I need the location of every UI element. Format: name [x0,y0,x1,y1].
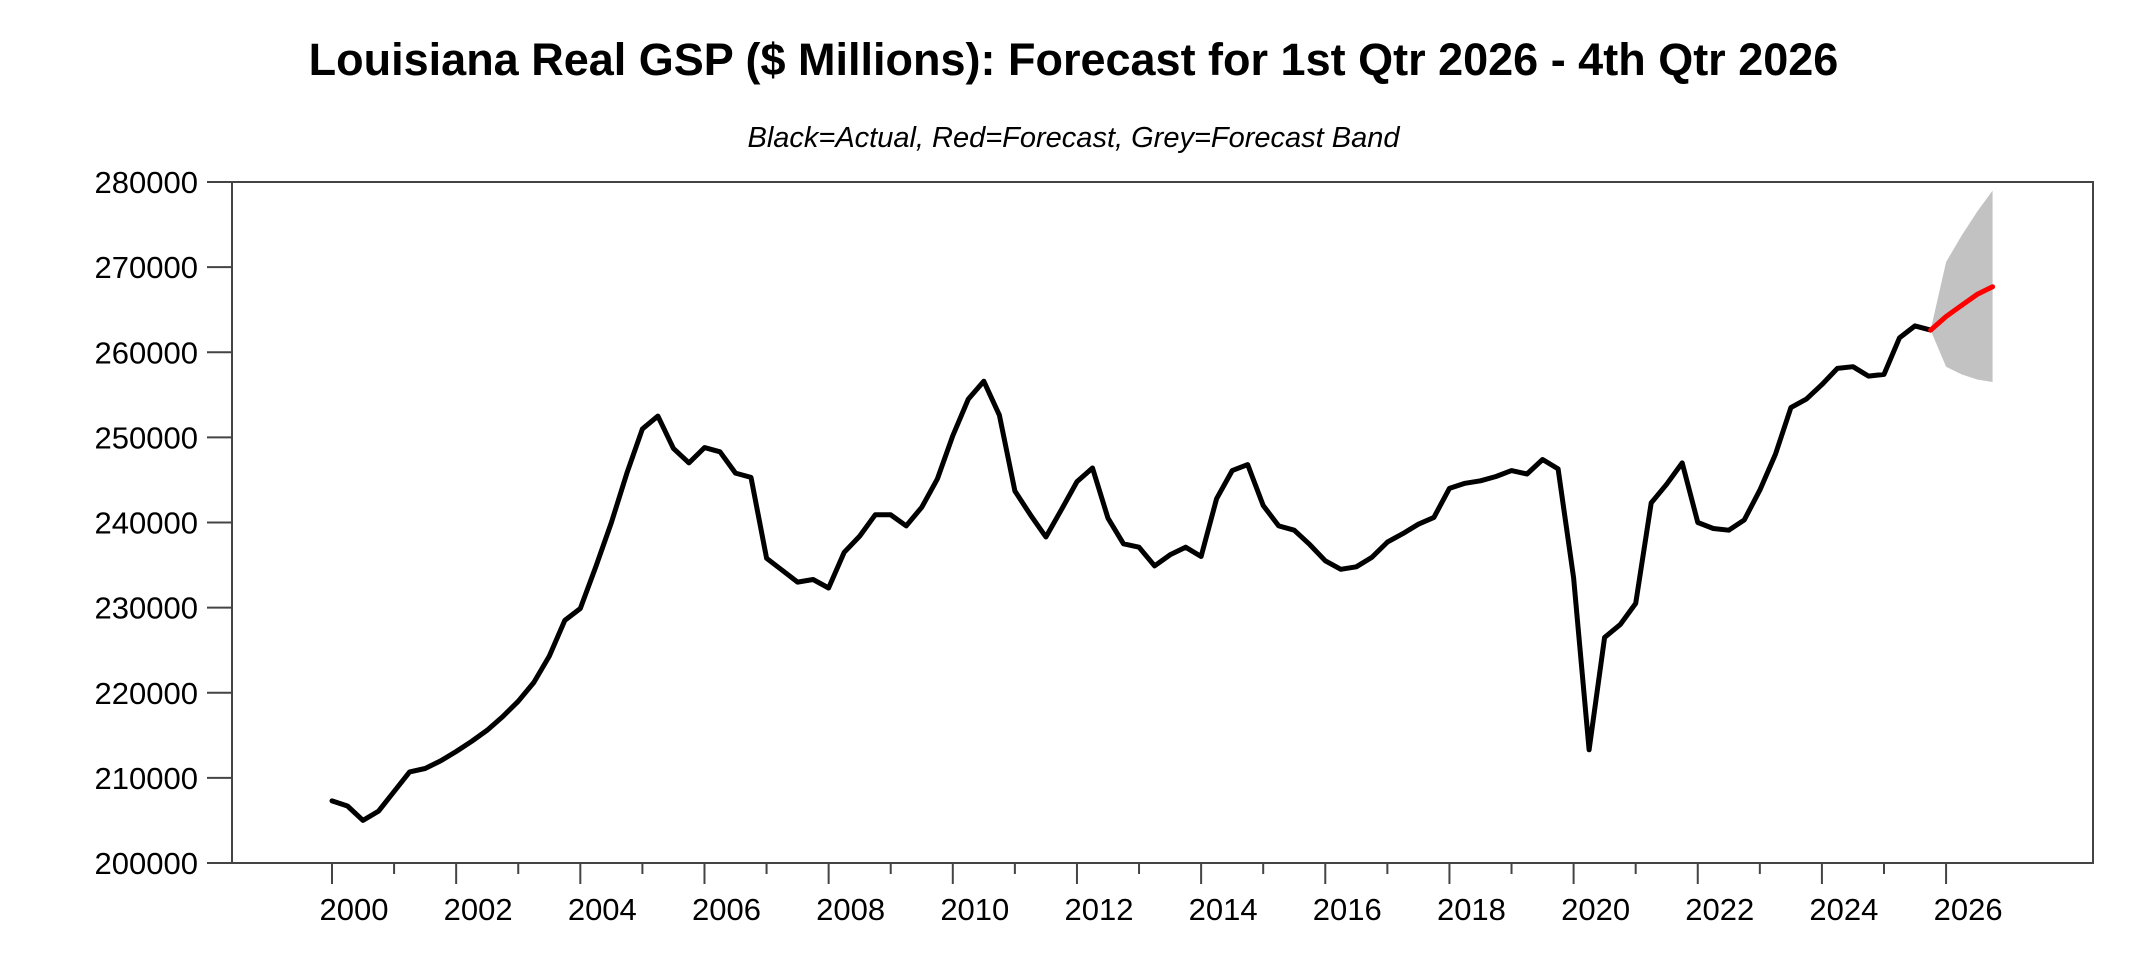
y-axis-label: 230000 [95,591,198,626]
y-axis-label: 200000 [95,846,198,881]
x-axis-label: 2016 [1313,892,1382,927]
y-axis-label: 260000 [95,335,198,370]
chart-frame [231,181,2094,864]
x-axis-label: 2022 [1685,892,1754,927]
x-axis-label: 2020 [1561,892,1630,927]
x-axis-label: 2008 [816,892,885,927]
forecast-band [1930,190,1993,382]
x-axis-label: 2004 [568,892,637,927]
x-axis-label: 2000 [320,892,389,927]
y-axis-label: 220000 [95,676,198,711]
x-axis-label: 2012 [1064,892,1133,927]
x-axis-label: 2010 [940,892,1009,927]
y-axis-label: 250000 [95,420,198,455]
y-axis-label: 270000 [95,250,198,285]
forecast-series-line [1928,284,1996,333]
y-axis-label: 210000 [95,761,198,796]
chart-subtitle: Black=Actual, Red=Forecast, Grey=Forecas… [747,122,1400,154]
actual-series-line [329,323,1934,823]
x-axis-label: 2014 [1189,892,1258,927]
y-axis-label: 240000 [95,506,198,541]
x-axis-label: 2006 [692,892,761,927]
x-axis-label: 2026 [1934,892,2003,927]
x-axis-label: 2024 [1809,892,1878,927]
x-axis-label: 2018 [1437,892,1506,927]
x-axis-label: 2002 [444,892,513,927]
y-axis-label: 280000 [95,165,198,200]
chart-title: Louisiana Real GSP ($ Millions): Forecas… [308,34,1839,85]
